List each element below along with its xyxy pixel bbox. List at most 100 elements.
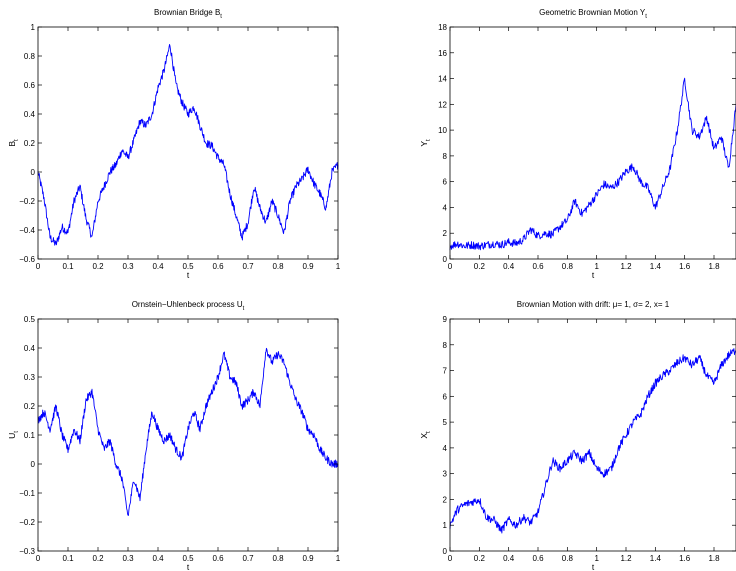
subplot-ornstein-uhlenbeck: 0 0.1 0.2 0.3 0.4 0.5 0.6 0.7 0.8 0.9 1 −0.3 −0.2 −0.… bbox=[7, 300, 341, 571]
chart-title: Brownian Motion with drift: μ= 1, σ= 2, … bbox=[517, 300, 670, 309]
x-tick-label: 0.7 bbox=[242, 262, 254, 271]
y-tick-label: 2 bbox=[443, 495, 448, 504]
y-tick-label: 10 bbox=[438, 126, 447, 135]
y-tick-label: 4 bbox=[443, 203, 448, 212]
y-tick-label: 8 bbox=[443, 152, 448, 161]
x-tick-label: 0.2 bbox=[92, 554, 104, 563]
subplot-geometric-brownian-motion: 0 0.2 0.4 0.6 0.8 1 1.2 1.4 1.6 1.8 0 2 4 6 8 10 12 14 16 1… bbox=[419, 8, 736, 280]
series-line bbox=[449, 77, 736, 251]
x-tick-label: 0.1 bbox=[62, 262, 74, 271]
x-tick-label: 0.1 bbox=[62, 554, 74, 563]
y-tick-label: −0.2 bbox=[19, 197, 35, 206]
chart-title: Brownian Bridge Bt bbox=[154, 8, 222, 20]
subplot-brownian-bridge: 0 0.1 0.2 0.3 0.4 0.5 0.6 0.7 0.8 0.9 1 −0.6 −0.4 −0.… bbox=[7, 8, 341, 280]
x-tick-label: 1.4 bbox=[650, 262, 662, 271]
y-tick-label: 3 bbox=[443, 470, 448, 479]
x-tick-label: 1.8 bbox=[708, 554, 720, 563]
x-tick-label: 0.6 bbox=[212, 262, 224, 271]
x-tick-label: 0.2 bbox=[92, 262, 104, 271]
y-tick-label: −0.2 bbox=[19, 518, 35, 527]
x-axis-label: t bbox=[592, 270, 595, 280]
y-tick-label: 0.2 bbox=[24, 139, 36, 148]
y-tick-label: 0 bbox=[31, 460, 36, 469]
y-tick-label: −0.1 bbox=[19, 489, 35, 498]
x-tick-label: 1 bbox=[594, 554, 599, 563]
axes-frame bbox=[449, 26, 736, 260]
y-tick-label: 0 bbox=[31, 168, 36, 177]
y-tick-label: 1 bbox=[31, 23, 36, 32]
x-tick-label: 0.6 bbox=[532, 262, 544, 271]
x-tick-label: 0 bbox=[448, 554, 453, 563]
x-tick-label: 0.8 bbox=[272, 262, 284, 271]
x-axis-label: t bbox=[187, 270, 190, 280]
y-axis-label: Bt bbox=[7, 139, 20, 147]
x-tick-label: 1 bbox=[336, 262, 341, 271]
series-line bbox=[37, 44, 339, 246]
y-tick-label: 12 bbox=[438, 100, 447, 109]
x-tick-label: 0.3 bbox=[122, 554, 134, 563]
y-tick-label: 2 bbox=[443, 229, 448, 238]
axes-frame bbox=[449, 318, 736, 552]
axes-frame bbox=[37, 26, 339, 260]
series-line bbox=[449, 348, 736, 534]
y-tick-label: −0.4 bbox=[19, 226, 35, 235]
y-tick-label: 8 bbox=[443, 341, 448, 350]
x-tick-label: 0.2 bbox=[474, 554, 486, 563]
x-tick-label: 0.4 bbox=[152, 262, 164, 271]
y-tick-label: −0.6 bbox=[19, 255, 35, 264]
x-tick-label: 1.4 bbox=[650, 554, 662, 563]
y-tick-label: 14 bbox=[438, 75, 447, 84]
y-tick-label: 16 bbox=[438, 49, 447, 58]
x-tick-label: 0 bbox=[36, 554, 41, 563]
x-tick-label: 0.8 bbox=[562, 554, 574, 563]
x-tick-label: 0.8 bbox=[272, 554, 284, 563]
x-tick-label: 0.4 bbox=[503, 554, 515, 563]
x-tick-label: 0.3 bbox=[122, 262, 134, 271]
x-tick-label: 0.9 bbox=[302, 554, 314, 563]
x-tick-label: 1.6 bbox=[679, 262, 691, 271]
y-tick-label: 4 bbox=[443, 444, 448, 453]
x-tick-label: 0.9 bbox=[302, 262, 314, 271]
y-tick-label: 0.4 bbox=[24, 344, 36, 353]
y-tick-label: 0.2 bbox=[24, 402, 36, 411]
chart-title: Geometric Brownian Motion Yt bbox=[539, 8, 647, 20]
y-tick-label: 7 bbox=[443, 367, 448, 376]
x-tick-label: 0.6 bbox=[212, 554, 224, 563]
x-tick-label: 0.4 bbox=[152, 554, 164, 563]
y-tick-label: −0.3 bbox=[19, 547, 35, 556]
subplot-brownian-motion-drift: 0 0.2 0.4 0.6 0.8 1 1.2 1.4 1.6 1.8 0 1 2 3 4 5 6 7 8 9 Brow… bbox=[419, 300, 736, 571]
y-tick-label: 0.4 bbox=[24, 110, 36, 119]
y-tick-label: 1 bbox=[443, 521, 448, 530]
y-tick-label: 9 bbox=[443, 315, 448, 324]
y-tick-label: 0 bbox=[443, 547, 448, 556]
axes-frame bbox=[37, 318, 339, 552]
x-tick-label: 0 bbox=[36, 262, 41, 271]
y-tick-label: 0.1 bbox=[24, 431, 36, 440]
x-tick-label: 0.6 bbox=[532, 554, 544, 563]
y-axis-label: Yt bbox=[419, 139, 432, 147]
x-tick-label: 1.6 bbox=[679, 554, 691, 563]
x-tick-label: 0.7 bbox=[242, 554, 254, 563]
series-line bbox=[37, 347, 339, 516]
x-tick-label: 1.2 bbox=[620, 554, 632, 563]
y-axis-label: Xt bbox=[419, 431, 432, 439]
x-tick-label: 0.4 bbox=[503, 262, 515, 271]
x-axis-label: t bbox=[187, 562, 190, 571]
x-tick-label: 0.2 bbox=[474, 262, 486, 271]
x-tick-label: 0.5 bbox=[182, 554, 194, 563]
chart-title: Ornstein−Uhlenbeck process Ut bbox=[132, 300, 245, 312]
y-tick-label: 0.5 bbox=[24, 315, 36, 324]
y-tick-label: 6 bbox=[443, 392, 448, 401]
x-tick-label: 0.8 bbox=[562, 262, 574, 271]
y-tick-label: 6 bbox=[443, 178, 448, 187]
x-tick-label: 0.5 bbox=[182, 262, 194, 271]
y-tick-label: 0.6 bbox=[24, 81, 36, 90]
y-tick-label: 0 bbox=[443, 255, 448, 264]
y-tick-label: 0.8 bbox=[24, 52, 36, 61]
y-tick-label: 5 bbox=[443, 418, 448, 427]
x-tick-label: 1 bbox=[594, 262, 599, 271]
x-tick-label: 1.8 bbox=[708, 262, 720, 271]
y-axis-label: Ut bbox=[7, 431, 20, 439]
x-axis-label: t bbox=[592, 562, 595, 571]
